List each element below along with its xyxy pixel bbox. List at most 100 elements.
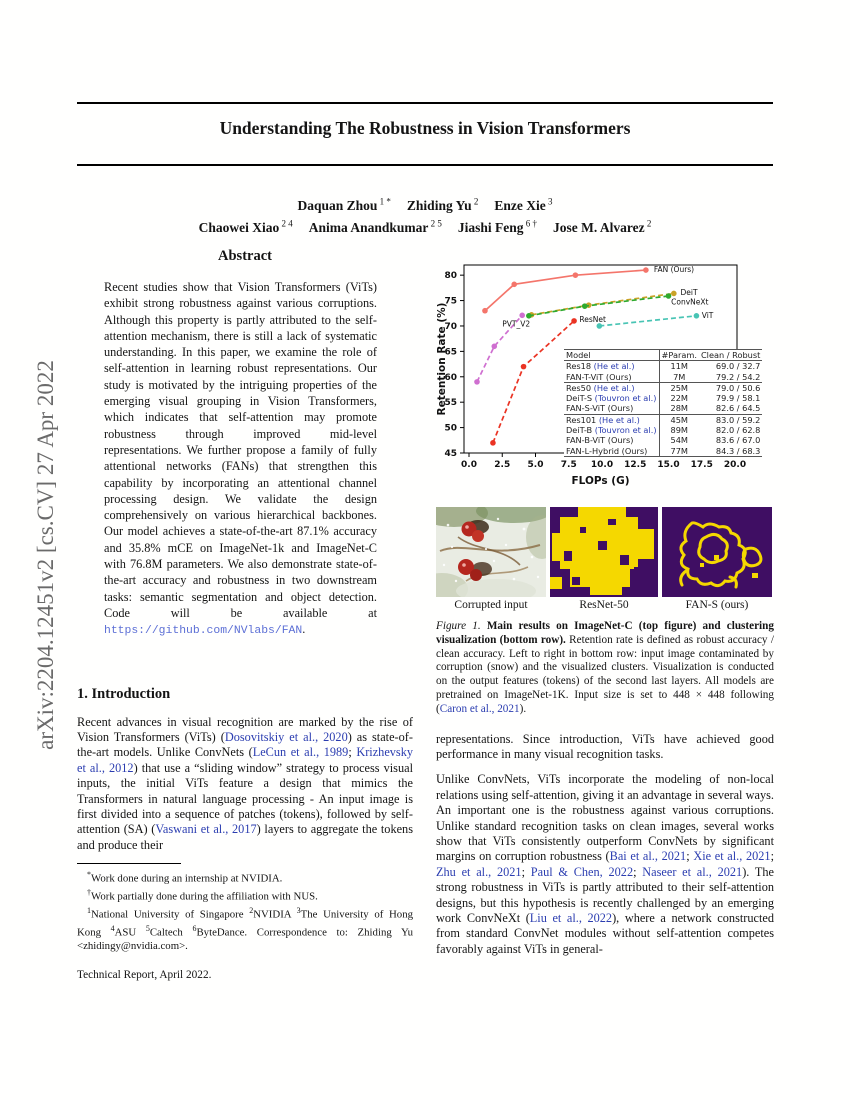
inset-table-row: FAN-L-Hybrid (Ours) 77M 84.3 / 68.3	[564, 445, 763, 457]
inset-table-row: DeiT-S (Touvron et al.) 22M 79.9 / 58.1	[566, 393, 761, 404]
citation-link[interactable]: (He et al.)	[593, 382, 635, 393]
figure-1: 45 50 55 60 65 70 75 80 0.0 2.5 5.0 7.5 10.0 12.5 15.0…	[436, 253, 774, 717]
label-corrupted-input: Corrupted input	[454, 599, 528, 611]
citation-link[interactable]: Liu et al., 2022	[529, 911, 613, 926]
abstract-heading: Abstract	[218, 248, 272, 264]
inset-table-row: FAN-B-ViT (Ours) 54M 83.6 / 67.0	[566, 435, 761, 446]
citation-link[interactable]: Xie et al., 2021	[693, 849, 771, 864]
data-point	[596, 323, 603, 329]
inset-table-row: Res101 (He et al.) 45M 83.0 / 59.2	[566, 414, 761, 426]
fans-cluster-mask	[662, 507, 772, 597]
citation-link[interactable]: Caron et al., 2021	[439, 702, 520, 715]
ours-tag: (Ours)	[621, 445, 648, 456]
x-tick-label: 5.0	[528, 460, 544, 470]
figure-bottom-row	[436, 507, 774, 597]
data-point	[693, 313, 700, 319]
data-point	[482, 307, 488, 314]
data-point	[519, 312, 525, 319]
x-tick-label: 0.0	[461, 460, 477, 470]
abstract-text: Recent studies show that Vision Transfor…	[104, 280, 377, 638]
inset-table-header: Model #Param. Clean / Robust	[564, 348, 763, 362]
citation-link[interactable]: Krizhevsky et al., 2012	[77, 745, 414, 775]
y-tick-label: 65	[444, 347, 457, 357]
series-label-ViT: ViT	[702, 311, 714, 320]
author-block: Daquan Zhou 1 * Zhiding Yu 2 Enze Xie 3 Ch…	[37, 192, 813, 237]
x-tick-label: 7.5	[561, 460, 577, 470]
figure-chart-area: 45 50 55 60 65 70 75 80 0.0 2.5 5.0 7.5 10.0 12.5 15.0…	[436, 253, 781, 503]
data-point	[572, 272, 579, 278]
author-line-2: Chaowei Xiao 2 4 Anima Anandkumar 2 5 Jias…	[37, 215, 813, 238]
citation-link[interactable]: LeCun et al., 1989	[252, 745, 349, 760]
author: Chaowei Xiao 2 4	[198, 218, 293, 236]
author: Anima Anandkumar 2 5	[308, 218, 442, 236]
citation-link[interactable]: (He et al.)	[593, 361, 635, 372]
figure-panel-labels: Corrupted input ResNet-50 FAN-S (ours)	[436, 599, 774, 611]
series-label-FAN (Ours): FAN (Ours)	[654, 265, 694, 274]
data-point	[490, 440, 496, 446]
citation-link[interactable]: Dosovitskiy et al., 2020	[224, 729, 348, 744]
author: Zhiding Yu 2	[406, 196, 479, 213]
fans-cluster-image	[662, 507, 772, 597]
y-tick-label: 75	[444, 297, 457, 307]
citation-link[interactable]: Naseer et al., 2021	[642, 864, 743, 879]
inset-table-row: FAN-S-ViT (Ours) 28M 82.6 / 64.5	[564, 403, 763, 415]
citation-link[interactable]: (Touvron et al.)	[594, 425, 657, 436]
y-tick-label: 45	[444, 449, 457, 459]
citation-link[interactable]: (Touvron et al.)	[594, 393, 657, 404]
y-tick-label: 70	[444, 322, 457, 332]
inset-table: Model #Param. Clean / Robust Res18 (He et a…	[564, 348, 763, 457]
figure-caption: Figure 1. Main results on ImageNet-C (to…	[436, 620, 774, 715]
snow-corrupted-photo	[436, 507, 546, 597]
y-tick-label: 50	[444, 424, 457, 434]
resnet50-cluster-image	[550, 507, 658, 597]
footnotes: *Work done during an internship at NVIDI…	[77, 868, 413, 982]
footnote-internship: *Work done during an internship at NVIDI…	[87, 870, 283, 885]
top-rule	[77, 102, 773, 104]
technical-report-line: Technical Report, April 2022.	[77, 968, 212, 981]
left-column: Abstract Recent studies show that Vision…	[77, 246, 413, 993]
citation-link[interactable]: (He et al.)	[598, 414, 640, 425]
right-paragraph-1: representations. Since introduction, ViT…	[436, 731, 774, 761]
y-axis-label: Retention Rate (%)	[436, 303, 448, 416]
series-label-ConvNeXt: ConvNeXt	[671, 298, 708, 307]
series-PVT_V2	[476, 314, 523, 383]
right-column: 45 50 55 60 65 70 75 80 0.0 2.5 5.0 7.5 10.0 12.5 15.0…	[436, 253, 774, 957]
corrupted-input-image	[436, 507, 546, 597]
series-FAN (Ours)	[484, 269, 646, 312]
x-tick-label: 10.0	[591, 460, 613, 470]
footnote-rule	[77, 863, 181, 865]
author: Enze Xie 3	[494, 196, 553, 213]
citation-link[interactable]: Paul & Chen, 2022	[530, 864, 634, 879]
data-point	[520, 363, 527, 370]
citation-link[interactable]: Zhu et al., 2021	[436, 864, 522, 879]
y-tick-label: 55	[444, 398, 457, 408]
data-point	[671, 290, 677, 297]
title-rule	[77, 164, 773, 166]
x-tick-label: 20.0	[724, 460, 746, 470]
y-tick-label: 60	[444, 373, 457, 383]
paper-title: Understanding The Robustness in Vision T…	[219, 118, 631, 138]
footnote-affiliation: †Work partially done during the affiliat…	[87, 887, 318, 903]
data-point	[526, 313, 532, 319]
series-label-DeiT: DeiT	[680, 288, 697, 297]
inset-table-row: Res18 (He et al.) 11M 69.0 / 32.7	[566, 360, 761, 372]
author: Jose M. Alvarez 2	[553, 218, 652, 236]
data-point	[511, 281, 518, 288]
intro-paragraph: Recent advances in visual recognition ar…	[77, 714, 414, 852]
y-tick-label: 80	[444, 271, 457, 281]
inset-table-row: DeiT-B (Touvron et al.) 89M 82.0 / 62.8	[566, 425, 761, 436]
label-fan-s: FAN-S (ours)	[685, 599, 749, 611]
x-tick-label: 2.5	[494, 460, 510, 470]
data-point	[643, 267, 649, 273]
url-link[interactable]: https://github.com/NVlabs/FAN	[104, 625, 303, 638]
citation-link[interactable]: Bai et al., 2021	[609, 849, 687, 864]
citation-link[interactable]: Vaswani et al., 2017	[155, 822, 257, 837]
section-heading-introduction: 1. Introduction	[77, 685, 171, 702]
data-point	[491, 343, 498, 350]
data-point	[665, 293, 672, 299]
ours-tag: (Ours)	[607, 403, 634, 414]
x-tick-label: 12.5	[624, 460, 646, 470]
x-tick-label: 17.5	[691, 460, 713, 470]
x-tick-label: 15.0	[657, 460, 679, 470]
